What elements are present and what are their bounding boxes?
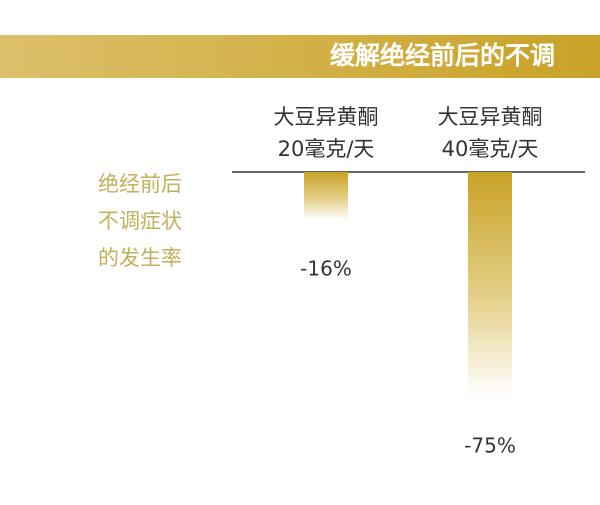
title-band bbox=[0, 35, 600, 78]
value-label: -75% bbox=[464, 434, 516, 458]
y-axis-label: 绝经前后 bbox=[98, 172, 182, 196]
x-tick-label: 大豆异黄酮 bbox=[274, 105, 379, 129]
x-tick-label: 20毫克/天 bbox=[278, 137, 375, 161]
x-tick-label: 40毫克/天 bbox=[442, 137, 539, 161]
value-label: -16% bbox=[300, 257, 352, 281]
chart-title: 缓解绝经前后的不调 bbox=[330, 41, 555, 70]
bar bbox=[468, 172, 512, 397]
x-tick-label: 大豆异黄酮 bbox=[438, 105, 543, 129]
y-axis-label: 不调症状 bbox=[98, 209, 182, 233]
bar bbox=[304, 172, 348, 220]
y-axis-label: 的发生率 bbox=[98, 246, 182, 270]
